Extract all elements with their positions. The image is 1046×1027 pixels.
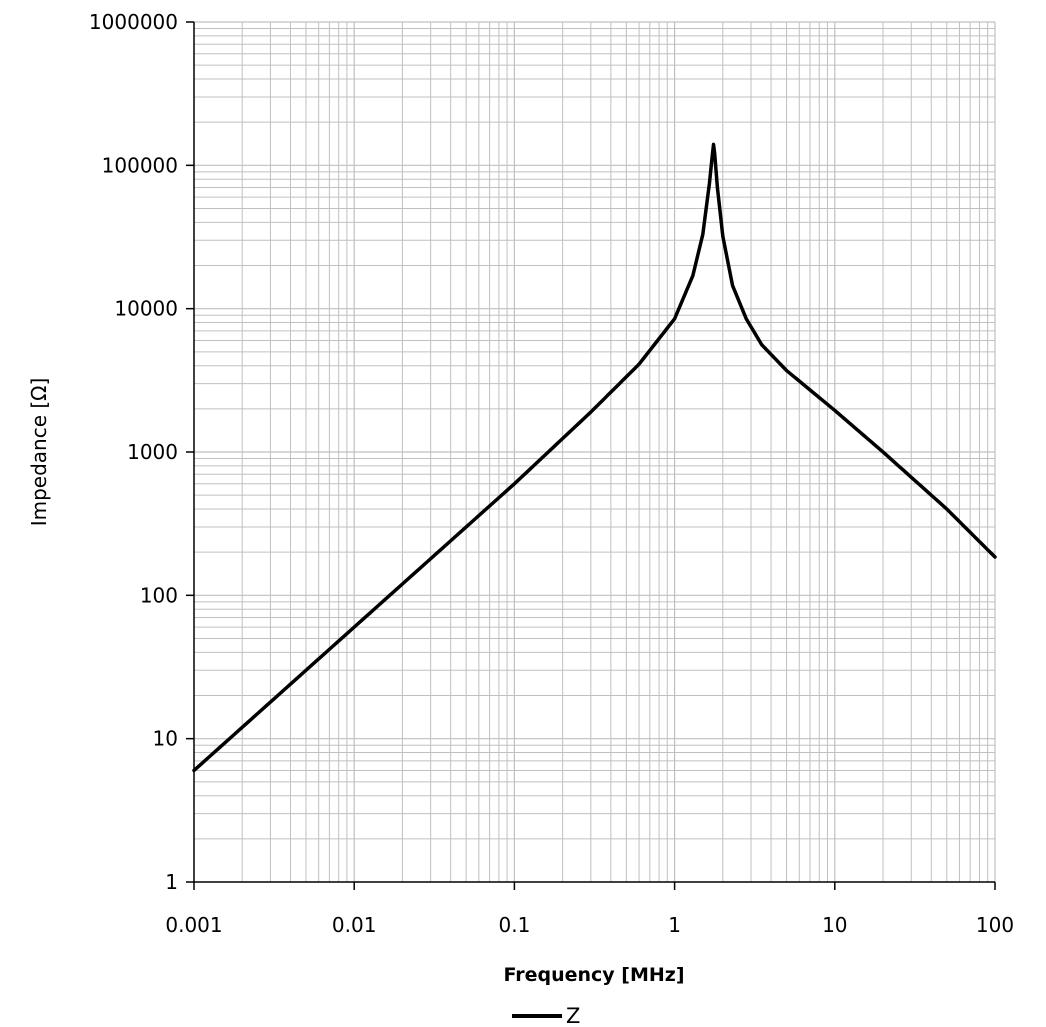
x-tick-label: 10	[822, 913, 847, 937]
y-tick-label: 1000	[127, 440, 178, 464]
y-tick-label: 100	[140, 583, 178, 607]
x-tick-labels: 0.001 0.01 0.1 1 10 100	[165, 882, 1014, 937]
x-tick-label: 0.001	[165, 913, 222, 937]
legend: Z	[512, 1004, 580, 1027]
y-tick-label: 1	[165, 870, 178, 894]
legend-label-z: Z	[566, 1004, 580, 1027]
series-layer	[192, 142, 997, 773]
y-tick-label: 100000	[102, 153, 178, 177]
y-axis-title: Impedance [Ω]	[27, 378, 51, 527]
x-tick-label: 100	[976, 913, 1014, 937]
y-tick-label: 10000	[114, 297, 178, 321]
x-tick-label: 0.01	[332, 913, 377, 937]
x-axis-title: Frequency [MHz]	[503, 964, 684, 986]
grid-lines	[194, 21, 996, 882]
y-tick-labels: 1 10 100 1000 10000 100000 1000000	[89, 10, 194, 894]
y-tick-label: 1000000	[89, 10, 178, 34]
x-tick-label: 1	[668, 913, 681, 937]
series-line-z	[192, 142, 997, 773]
x-tick-label: 0.1	[498, 913, 530, 937]
y-tick-label: 10	[153, 727, 178, 751]
